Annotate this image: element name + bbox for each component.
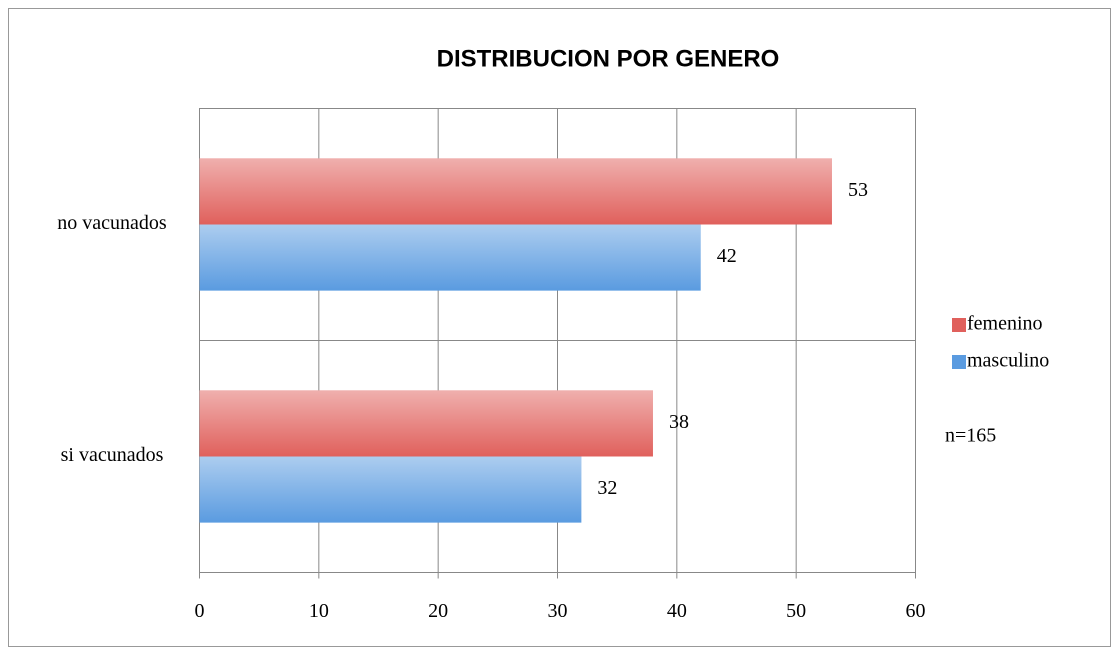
legend-swatch [952, 355, 966, 369]
x-tick-label: 30 [548, 600, 568, 622]
x-tick-label: 0 [195, 600, 205, 622]
y-tick-label: no vacunados [57, 212, 167, 234]
x-tick-label: 50 [786, 600, 806, 622]
chart-title: DISTRIBUCION POR GENERO [437, 45, 780, 72]
annotation: n=165 [945, 425, 996, 447]
x-tick-label: 40 [667, 600, 687, 622]
bar-shine [199, 456, 582, 523]
y-tick-label: si vacunados [61, 444, 164, 466]
legend-label: femenino [967, 313, 1043, 335]
x-tick-label: 20 [428, 600, 448, 622]
legend-label: masculino [967, 350, 1049, 372]
data-label: 38 [669, 411, 689, 433]
bar-shine [199, 390, 653, 457]
x-tick-label: 10 [309, 600, 329, 622]
x-tick-label: 60 [906, 600, 926, 622]
bar-shine [199, 224, 701, 291]
data-label: 32 [597, 477, 617, 499]
data-label: 42 [717, 245, 737, 267]
legend-swatch [952, 318, 966, 332]
data-label: 53 [848, 179, 868, 201]
chart-border [8, 8, 1111, 647]
bar-shine [199, 158, 832, 225]
